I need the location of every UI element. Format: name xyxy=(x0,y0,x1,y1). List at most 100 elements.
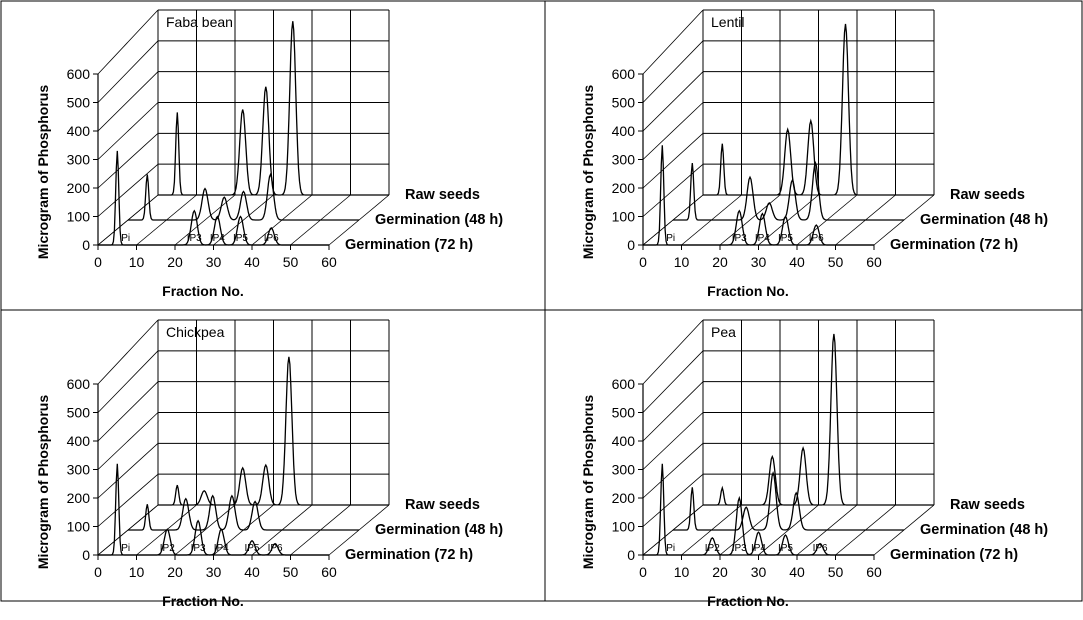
series-line xyxy=(158,356,389,506)
x-tick-label: 20 xyxy=(167,254,183,270)
side-grid-line xyxy=(97,163,159,217)
x-tick-label: 20 xyxy=(712,254,728,270)
x-axis-title: Fraction No. xyxy=(162,593,244,609)
x-tick-label: 10 xyxy=(674,254,690,270)
peak-label: IP6 xyxy=(809,233,824,244)
side-grid-line xyxy=(97,40,159,103)
x-axis-title: Fraction No. xyxy=(162,283,244,299)
y-tick-label: 200 xyxy=(612,490,636,506)
series-line xyxy=(703,333,934,506)
side-grid-line xyxy=(642,133,704,189)
x-tick-label: 40 xyxy=(244,564,260,580)
peak-label: IP4 xyxy=(210,233,225,244)
x-tick-label: 50 xyxy=(828,254,844,270)
floor-grid-line xyxy=(758,504,819,556)
figure-frame xyxy=(0,0,1083,602)
x-tick-label: 60 xyxy=(866,564,882,580)
y-tick-label: 300 xyxy=(612,462,636,478)
peak-label: IP3 xyxy=(732,543,747,554)
series-label: Germination (72 h) xyxy=(345,547,473,563)
series-label: Germination (72 h) xyxy=(890,237,1018,253)
y-tick-label: 300 xyxy=(67,152,91,168)
peak-label: IP4 xyxy=(214,543,229,554)
series-label: Raw seeds xyxy=(405,497,480,513)
floor-grid-line xyxy=(174,194,236,246)
series-line xyxy=(673,471,904,531)
side-grid-line xyxy=(642,473,704,527)
side-grid-line xyxy=(97,319,159,385)
panel-title: Pea xyxy=(711,324,736,340)
y-tick-label: 400 xyxy=(67,433,91,449)
panel-title: Chickpea xyxy=(166,324,225,340)
peak-label: IP5 xyxy=(233,233,248,244)
series-label: Germination (48 h) xyxy=(375,522,503,538)
x-tick-label: 40 xyxy=(244,254,260,270)
y-tick-label: 600 xyxy=(612,66,636,82)
x-tick-label: 10 xyxy=(129,254,145,270)
y-tick-label: 300 xyxy=(612,152,636,168)
x-tick-label: 40 xyxy=(789,254,805,270)
x-tick-label: 0 xyxy=(639,564,647,580)
peak-label: IP6 xyxy=(813,543,828,554)
plot-area: 0 100 200 300 400 500 600 0 10 20 30 40 50 60 Raw seed… xyxy=(580,319,1048,609)
plot-area: 0 100 200 300 400 500 600 0 10 20 30 40 50 60 Raw seed… xyxy=(35,319,503,609)
y-tick-label: 400 xyxy=(612,433,636,449)
peak-label: IP2 xyxy=(160,543,175,554)
side-grid-line xyxy=(642,71,704,132)
side-grid-line xyxy=(97,102,159,160)
floor-grid-line xyxy=(174,504,236,556)
panel-borders xyxy=(0,0,1083,602)
chart-panel-1: 0 100 200 300 400 500 600 0 10 20 30 40 50 60 Raw seed… xyxy=(35,9,503,299)
y-tick-label: 600 xyxy=(612,376,636,392)
x-tick-label: 60 xyxy=(321,254,337,270)
y-tick-label: 100 xyxy=(67,209,91,225)
side-grid-line xyxy=(97,71,159,132)
y-tick-label: 100 xyxy=(612,209,636,225)
series-label: Raw seeds xyxy=(405,187,480,203)
y-tick-label: 500 xyxy=(67,405,91,421)
series-line xyxy=(98,463,329,556)
peak-label: Pi xyxy=(666,233,675,244)
y-axis-title: Microgram of Phosphorus xyxy=(35,85,51,259)
peak-label: IP5 xyxy=(778,543,793,554)
chart-panel-4: 0 100 200 300 400 500 600 0 10 20 30 40 50 60 Raw seed… xyxy=(580,319,1048,609)
side-grid-line xyxy=(97,133,159,189)
y-tick-label: 500 xyxy=(67,95,91,111)
y-tick-label: 200 xyxy=(67,180,91,196)
side-grid-line xyxy=(97,443,159,499)
x-tick-label: 0 xyxy=(94,564,102,580)
y-tick-label: 200 xyxy=(612,180,636,196)
series-line xyxy=(643,145,874,246)
peak-label: IP6 xyxy=(268,543,283,554)
plot-area: 0 100 200 300 400 500 600 0 10 20 30 40 50 60 Raw seed… xyxy=(580,9,1048,299)
y-tick-label: 500 xyxy=(612,95,636,111)
chart-panel-3: 0 100 200 300 400 500 600 0 10 20 30 40 50 60 Raw seed… xyxy=(35,319,503,609)
series-line xyxy=(128,172,359,221)
peak-label: IP4 xyxy=(751,543,766,554)
x-tick-label: 50 xyxy=(283,254,299,270)
y-tick-label: 400 xyxy=(67,123,91,139)
peak-label: IP3 xyxy=(187,233,202,244)
peak-label: IP5 xyxy=(778,233,793,244)
peak-label: Pi xyxy=(121,543,130,554)
peak-label: IP6 xyxy=(264,233,279,244)
peak-label: Pi xyxy=(666,543,675,554)
x-tick-label: 50 xyxy=(828,564,844,580)
series-line xyxy=(98,150,329,246)
peak-label: IP2 xyxy=(705,543,720,554)
y-tick-label: 300 xyxy=(67,462,91,478)
y-tick-label: 600 xyxy=(67,376,91,392)
peak-label: Pi xyxy=(121,233,130,244)
side-grid-line xyxy=(97,412,159,470)
y-tick-label: 600 xyxy=(67,66,91,82)
series-label: Germination (72 h) xyxy=(890,547,1018,563)
side-grid-line xyxy=(97,473,159,527)
y-tick-label: 0 xyxy=(82,237,90,253)
x-tick-label: 40 xyxy=(789,564,805,580)
series-label: Raw seeds xyxy=(950,187,1025,203)
peak-label: IP4 xyxy=(755,233,770,244)
x-axis-title: Fraction No. xyxy=(707,283,789,299)
x-tick-label: 10 xyxy=(129,564,145,580)
y-axis-title: Microgram of Phosphorus xyxy=(580,85,596,259)
side-grid-line xyxy=(97,9,159,75)
